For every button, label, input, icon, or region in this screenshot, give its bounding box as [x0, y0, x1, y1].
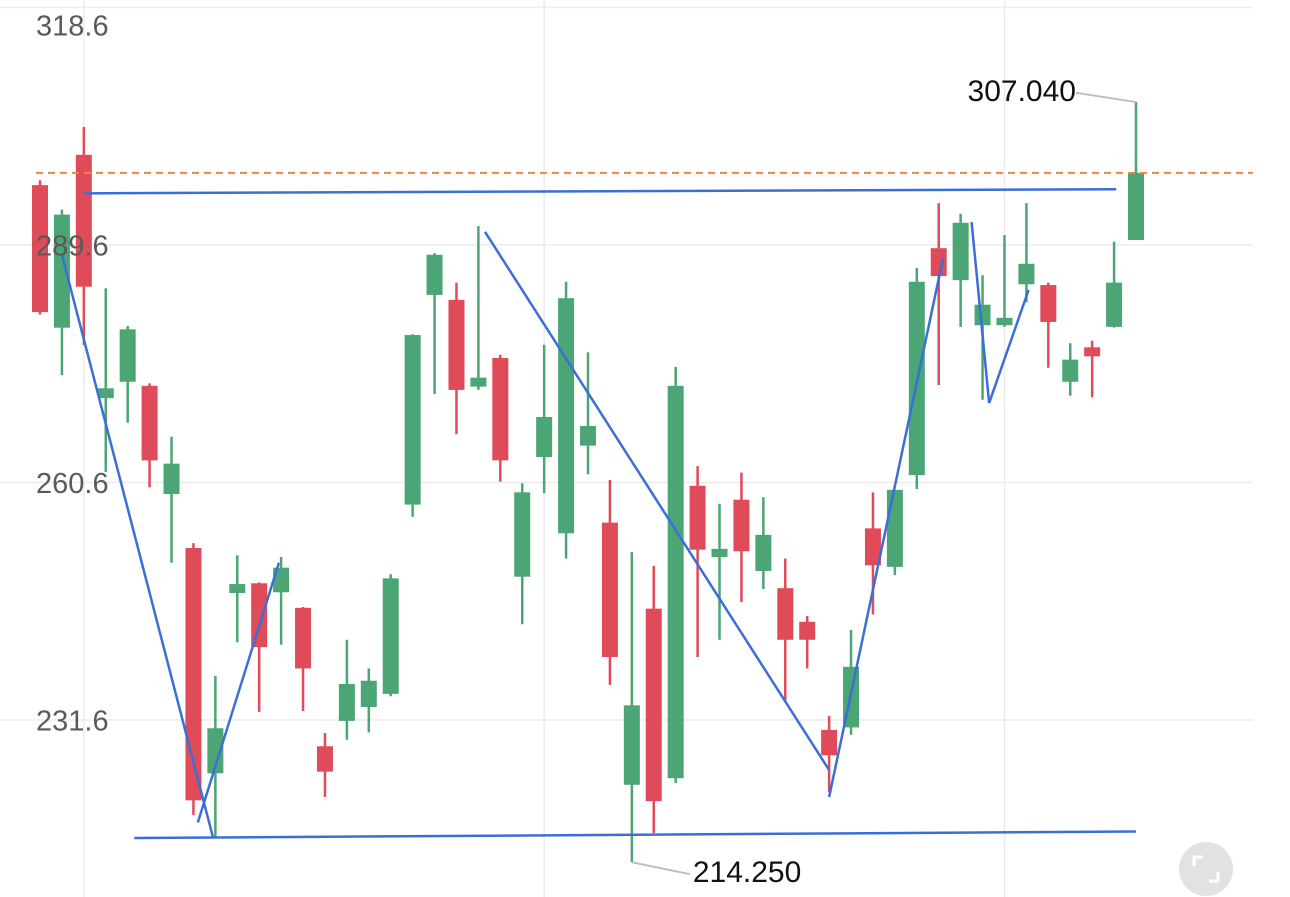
candle-body	[777, 588, 794, 640]
candle-body	[75, 154, 92, 287]
labels: 231.6 260.6 289.6 318.6 307.040 214.250	[36, 11, 1076, 889]
candle-body	[119, 329, 136, 382]
min-leader	[631, 861, 691, 876]
candle-body	[448, 299, 465, 390]
candle-body	[1040, 285, 1057, 322]
candle-body	[755, 534, 772, 571]
y-tick-label: 231.6	[36, 706, 109, 738]
candle-body	[32, 185, 48, 313]
y-tick-label: 318.6	[36, 11, 109, 43]
trend-line	[196, 562, 281, 823]
candle-body	[316, 746, 333, 772]
candle-body	[1128, 172, 1144, 241]
candle-body	[295, 607, 312, 669]
candle-body	[996, 317, 1013, 326]
candle-body	[930, 248, 947, 277]
candle-body	[952, 222, 969, 281]
max-label: 307.040	[968, 75, 1076, 108]
trend-line	[83, 187, 1117, 195]
trend-line	[827, 257, 945, 798]
candle-body	[974, 304, 991, 326]
candle-body	[558, 298, 575, 534]
candle-body	[382, 578, 399, 694]
candle-body	[623, 705, 640, 785]
plot	[32, 92, 1253, 876]
candle-body	[1084, 347, 1101, 357]
y-tick-label: 260.6	[36, 468, 109, 500]
trend-line	[970, 221, 991, 404]
candle-body	[185, 548, 202, 801]
candle-body	[514, 492, 531, 577]
candle-body	[689, 485, 706, 550]
candle-body	[601, 522, 618, 657]
candle-body	[426, 254, 443, 295]
min-label: 214.250	[693, 856, 801, 889]
candle-body	[141, 385, 158, 461]
candle-body	[886, 489, 903, 567]
candle-body	[338, 684, 355, 721]
candle-body	[667, 385, 684, 779]
candle-body	[97, 388, 114, 399]
candle-body	[580, 425, 596, 446]
candle-body	[1106, 282, 1123, 327]
trend-line	[483, 231, 831, 771]
candle-body	[207, 728, 224, 774]
fullscreen-button[interactable]	[1179, 842, 1233, 896]
candle-body	[404, 335, 421, 505]
candle-body	[360, 680, 377, 707]
candle-body	[229, 584, 246, 594]
candle-body	[163, 463, 180, 494]
candle-body	[470, 377, 487, 387]
candle-body	[645, 608, 662, 802]
candle-body	[251, 583, 268, 648]
candle-body	[273, 567, 290, 593]
candle-body	[821, 729, 838, 756]
max-leader	[1076, 92, 1137, 104]
candle-body	[864, 528, 881, 566]
trend-line	[987, 289, 1030, 404]
candle-body	[492, 357, 509, 461]
grid	[0, 0, 1253, 897]
candle-body	[711, 548, 728, 558]
fullscreen-button-bg[interactable]	[1179, 842, 1233, 896]
candle-body	[53, 214, 70, 328]
trend-line	[134, 830, 1137, 840]
candle-body	[1062, 359, 1079, 382]
candle-body	[733, 499, 750, 552]
trend-line	[60, 254, 215, 839]
fullscreen-icon[interactable]	[1192, 855, 1220, 883]
y-tick-label: 289.6	[36, 231, 109, 263]
candle-body	[1018, 263, 1035, 285]
candle-body	[536, 416, 553, 458]
candle-body	[799, 621, 816, 640]
